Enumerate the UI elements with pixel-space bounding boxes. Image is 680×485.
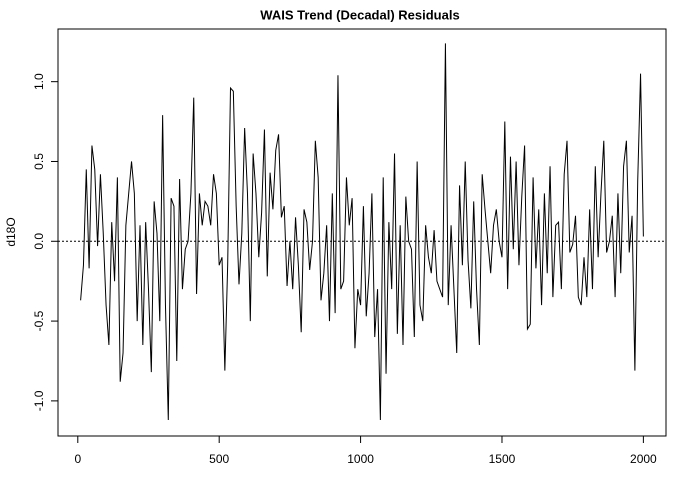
chart-title: WAIS Trend (Decadal) Residuals	[260, 7, 459, 22]
x-tick-label: 1000	[347, 452, 374, 466]
y-tick-label: -0.5	[32, 310, 46, 331]
y-tick-label: 1.0	[32, 73, 46, 90]
y-tick-label: 0.0	[32, 233, 46, 250]
x-tick-label: 2000	[630, 452, 657, 466]
y-axis-label: d18O	[4, 217, 18, 246]
data-line	[80, 43, 644, 421]
x-tick-label: 1500	[489, 452, 516, 466]
y-tick-label: 0.5	[32, 153, 46, 170]
x-tick-label: 500	[209, 452, 229, 466]
x-tick-label: 0	[74, 452, 81, 466]
y-tick-label: -1.0	[32, 390, 46, 411]
plot-box	[57, 28, 667, 437]
